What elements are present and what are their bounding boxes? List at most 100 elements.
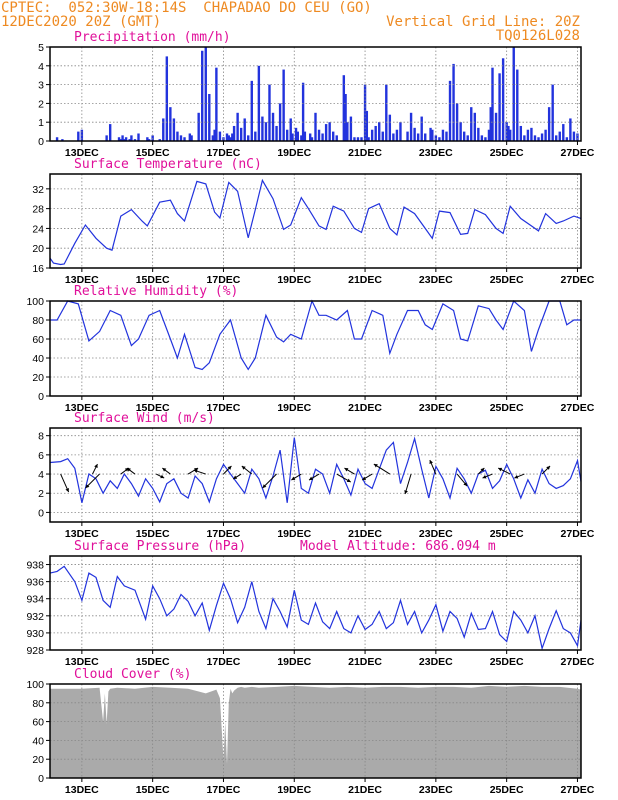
- precip-bar: [349, 116, 353, 141]
- precip-bar: [477, 127, 480, 141]
- run-code-label: TQ0126L028: [495, 28, 580, 44]
- x-tick-label: 19DEC: [277, 274, 311, 286]
- x-tick-label: 23DEC: [419, 528, 453, 540]
- precip-bar: [208, 94, 211, 141]
- panel-pressure: Surface Pressure (hPa) Model Altitude: 68…: [26, 539, 594, 668]
- panel-title-precip: Precipitation (mm/h): [74, 30, 231, 45]
- y-tick-label: 8: [38, 431, 44, 443]
- x-tick-label: 17DEC: [207, 147, 241, 159]
- precip-bar: [146, 137, 149, 141]
- plot-frame-rh: [49, 300, 582, 397]
- precip-bar: [452, 63, 455, 141]
- precip-bar: [105, 135, 108, 141]
- precip-bar: [247, 135, 250, 141]
- grid-line-note: Vertical Grid Line: 20Z: [386, 14, 580, 30]
- precip-bar: [250, 80, 253, 141]
- plot-frame-pressure: [49, 555, 582, 651]
- y-tick-label: 3: [38, 80, 44, 92]
- x-tick-label: 27DEC: [561, 402, 595, 414]
- y-tick-label: 0: [38, 136, 44, 148]
- precip-bar: [565, 137, 569, 141]
- precip-bar: [494, 112, 498, 141]
- panel-wind: Surface Wind (m/s) 0 2 4 6 8 13DEC 15DEC 17DEC 19…: [38, 411, 595, 540]
- precip-bar: [162, 118, 165, 141]
- wind-arrow-head: [193, 469, 198, 473]
- y-tick-label: 20: [32, 754, 44, 766]
- precip-bar: [519, 125, 523, 141]
- precip-bar: [353, 137, 356, 141]
- precip-bar: [55, 137, 59, 141]
- x-tick-label: 19DEC: [277, 656, 311, 668]
- y-tick-label: 934: [26, 594, 44, 606]
- x-tick-label: 27DEC: [561, 528, 595, 540]
- model-altitude-annotation: Model Altitude: 686.094 m: [300, 539, 496, 554]
- x-tick-label: 25DEC: [490, 402, 524, 414]
- date-label: 12DEC2020 20Z (GMT): [1, 14, 162, 30]
- precip-bar: [301, 82, 305, 141]
- x-tick-label: 21DEC: [348, 656, 382, 668]
- precip-bar: [507, 125, 510, 141]
- x-tick-label: 13DEC: [65, 147, 99, 159]
- precip-bar: [77, 131, 80, 141]
- precip-bar: [229, 137, 232, 141]
- x-tick-label: 25DEC: [490, 274, 524, 286]
- x-tick-label: 17DEC: [207, 528, 241, 540]
- precip-bar: [480, 135, 484, 141]
- precip-bar: [346, 122, 349, 141]
- y-tick-label: 932: [26, 611, 44, 623]
- wind-arrow-head: [480, 468, 485, 472]
- precip-bar: [310, 137, 314, 141]
- precip-bar: [498, 73, 501, 141]
- precip-bar: [119, 139, 122, 141]
- x-tick-label: 21DEC: [348, 528, 382, 540]
- precip-bar: [317, 129, 321, 141]
- x-tick-label: 21DEC: [348, 274, 382, 286]
- precip-bar: [169, 107, 172, 141]
- precip-bar: [385, 84, 388, 141]
- x-tick-label: 17DEC: [207, 656, 241, 668]
- series-line-temp: [49, 178, 582, 266]
- precip-bar: [124, 137, 128, 141]
- wind-arrow-head: [429, 460, 434, 465]
- wind-arrow-head: [463, 482, 468, 487]
- wind-arrow-head: [404, 490, 408, 495]
- x-tick-label: 19DEC: [277, 402, 311, 414]
- wind-arrow-head: [514, 474, 519, 479]
- plot-frame-wind: [49, 427, 582, 523]
- precip-bar: [378, 122, 381, 141]
- precip-bar: [523, 135, 526, 141]
- precip-bar: [254, 131, 257, 141]
- x-tick-label: 13DEC: [65, 656, 99, 668]
- wind-arrow-head: [498, 467, 503, 472]
- precip-bar: [509, 129, 512, 141]
- x-tick-label: 13DEC: [65, 274, 99, 286]
- precip-bar: [388, 114, 392, 141]
- precip-bar: [551, 84, 554, 141]
- y-tick-label: 100: [26, 679, 44, 691]
- precip-bar: [108, 124, 112, 141]
- precip-bar: [441, 129, 445, 141]
- precip-bar: [296, 131, 299, 141]
- wind-arrow-head: [94, 464, 98, 469]
- x-tick-label: 13DEC: [65, 784, 99, 796]
- precip-bar: [117, 137, 121, 141]
- precip-bar: [399, 122, 402, 141]
- precip-bar: [533, 135, 537, 141]
- panel-title-rh: Relative Humidity (%): [74, 284, 238, 299]
- precip-bar: [462, 131, 466, 141]
- precip-bar: [562, 124, 565, 141]
- precip-bar: [416, 133, 420, 141]
- x-tick-label: 15DEC: [136, 402, 170, 414]
- x-tick-label: 21DEC: [348, 402, 382, 414]
- precip-bar: [363, 84, 367, 141]
- precip-bar: [473, 112, 476, 141]
- wind-arrow-head: [482, 474, 487, 479]
- x-tick-label: 17DEC: [207, 402, 241, 414]
- x-tick-label: 27DEC: [561, 147, 595, 159]
- precip-bar: [133, 139, 137, 141]
- panel-title-temp: Surface Temperature (nC): [74, 157, 262, 172]
- x-tick-label: 19DEC: [277, 784, 311, 796]
- y-tick-label: 2: [38, 98, 44, 110]
- precip-bar: [291, 133, 294, 141]
- precip-bar: [123, 139, 126, 141]
